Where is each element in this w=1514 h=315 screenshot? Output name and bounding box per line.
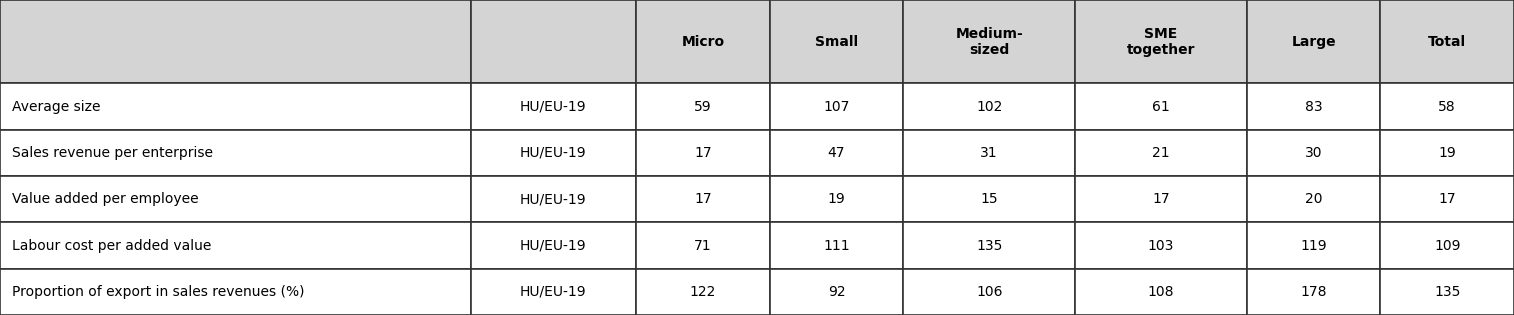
Bar — [471, 130, 636, 176]
Text: 47: 47 — [828, 146, 845, 160]
Text: 30: 30 — [1305, 146, 1322, 160]
Text: 59: 59 — [693, 100, 712, 114]
Text: HU/EU-19: HU/EU-19 — [521, 146, 587, 160]
Text: Average size: Average size — [12, 100, 100, 114]
Text: 17: 17 — [693, 192, 712, 206]
Bar — [1381, 222, 1514, 269]
Text: 21: 21 — [1152, 146, 1170, 160]
Text: 111: 111 — [824, 238, 849, 253]
Text: 135: 135 — [1434, 285, 1461, 299]
Text: 17: 17 — [1438, 192, 1456, 206]
Bar — [1075, 130, 1248, 176]
Bar — [769, 176, 904, 222]
Bar — [769, 83, 904, 130]
Text: 103: 103 — [1148, 238, 1175, 253]
Text: Proportion of export in sales revenues (%): Proportion of export in sales revenues (… — [12, 285, 304, 299]
Bar — [1248, 269, 1381, 315]
Bar — [1381, 0, 1514, 83]
Bar — [1381, 83, 1514, 130]
Bar — [471, 176, 636, 222]
Bar — [0, 83, 471, 130]
Bar — [1075, 83, 1248, 130]
Bar — [1381, 269, 1514, 315]
Text: 19: 19 — [828, 192, 845, 206]
Text: 108: 108 — [1148, 285, 1175, 299]
Text: 83: 83 — [1305, 100, 1322, 114]
Text: 107: 107 — [824, 100, 849, 114]
Bar — [0, 176, 471, 222]
Text: HU/EU-19: HU/EU-19 — [521, 285, 587, 299]
Text: Medium-
sized: Medium- sized — [955, 27, 1023, 57]
Bar — [769, 130, 904, 176]
Bar — [0, 0, 471, 83]
Text: Value added per employee: Value added per employee — [12, 192, 198, 206]
Bar — [471, 222, 636, 269]
Bar — [769, 222, 904, 269]
Text: Micro: Micro — [681, 35, 725, 49]
Text: 109: 109 — [1434, 238, 1461, 253]
Bar — [904, 0, 1075, 83]
Bar — [904, 222, 1075, 269]
Text: 31: 31 — [981, 146, 998, 160]
Text: 58: 58 — [1438, 100, 1456, 114]
Text: 17: 17 — [693, 146, 712, 160]
Text: HU/EU-19: HU/EU-19 — [521, 100, 587, 114]
Text: 122: 122 — [690, 285, 716, 299]
Bar — [1075, 269, 1248, 315]
Text: Small: Small — [815, 35, 858, 49]
Bar — [904, 176, 1075, 222]
Bar — [636, 83, 769, 130]
Bar — [1248, 222, 1381, 269]
Text: 19: 19 — [1438, 146, 1456, 160]
Text: 106: 106 — [977, 285, 1002, 299]
Text: 20: 20 — [1305, 192, 1322, 206]
Text: HU/EU-19: HU/EU-19 — [521, 238, 587, 253]
Bar — [636, 269, 769, 315]
Bar — [1075, 176, 1248, 222]
Text: 71: 71 — [693, 238, 712, 253]
Bar — [1248, 130, 1381, 176]
Bar — [1381, 176, 1514, 222]
Text: HU/EU-19: HU/EU-19 — [521, 192, 587, 206]
Text: 135: 135 — [977, 238, 1002, 253]
Text: Large: Large — [1291, 35, 1335, 49]
Text: 61: 61 — [1152, 100, 1170, 114]
Bar — [904, 269, 1075, 315]
Bar — [769, 0, 904, 83]
Bar — [1248, 0, 1381, 83]
Bar — [0, 222, 471, 269]
Bar — [636, 176, 769, 222]
Bar — [904, 83, 1075, 130]
Bar — [636, 0, 769, 83]
Bar — [1075, 222, 1248, 269]
Bar — [636, 130, 769, 176]
Text: Labour cost per added value: Labour cost per added value — [12, 238, 212, 253]
Bar — [471, 0, 636, 83]
Bar — [636, 222, 769, 269]
Bar — [1075, 0, 1248, 83]
Bar — [0, 269, 471, 315]
Bar — [471, 269, 636, 315]
Bar — [471, 83, 636, 130]
Bar — [1248, 176, 1381, 222]
Text: 15: 15 — [981, 192, 998, 206]
Text: SME
together: SME together — [1126, 27, 1195, 57]
Text: 92: 92 — [828, 285, 845, 299]
Text: Sales revenue per enterprise: Sales revenue per enterprise — [12, 146, 213, 160]
Text: 119: 119 — [1301, 238, 1326, 253]
Bar — [1381, 130, 1514, 176]
Text: Total: Total — [1428, 35, 1466, 49]
Text: 178: 178 — [1301, 285, 1326, 299]
Text: 102: 102 — [977, 100, 1002, 114]
Text: 17: 17 — [1152, 192, 1170, 206]
Bar — [769, 269, 904, 315]
Bar — [0, 130, 471, 176]
Bar — [904, 130, 1075, 176]
Bar — [1248, 83, 1381, 130]
